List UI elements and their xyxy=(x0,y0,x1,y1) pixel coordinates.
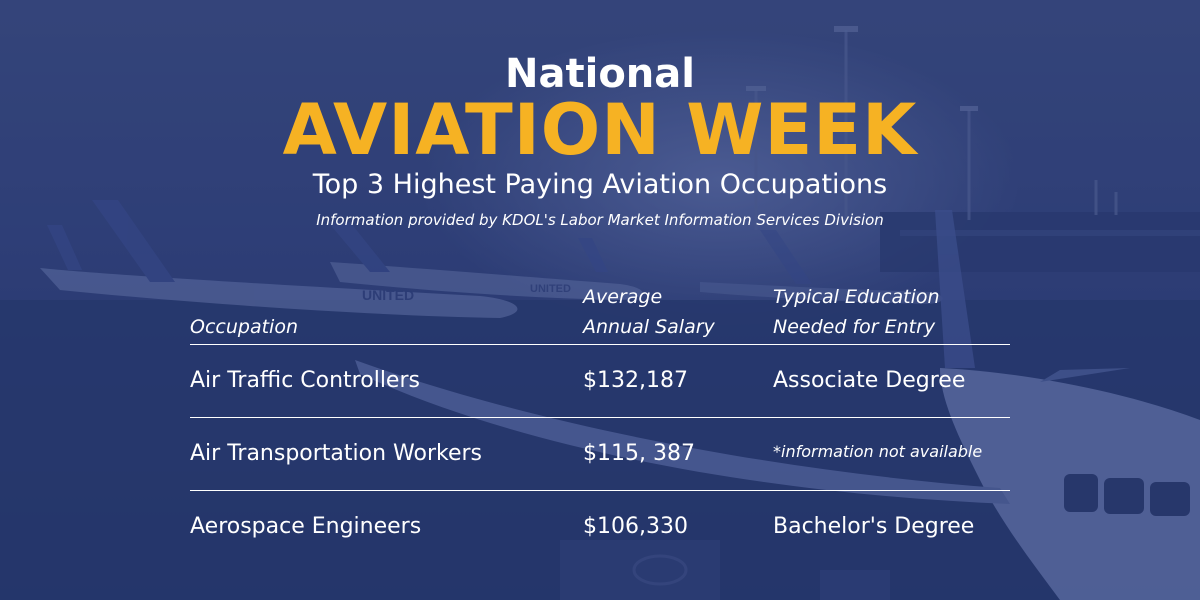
table-row: Air Transportation Workers $115, 387 *in… xyxy=(190,418,1010,491)
airline-livery-text: UNITED xyxy=(362,287,414,303)
airline-livery-text-2: UNITED xyxy=(530,283,571,295)
title-aviation-week: AVIATION WEEK xyxy=(282,89,918,171)
education-cell: *information not available xyxy=(773,442,983,461)
header-salary: Average Annual Salary xyxy=(583,282,715,342)
header-occupation: Occupation xyxy=(190,316,298,338)
airplane-foreground xyxy=(355,210,1200,600)
airplane-2 xyxy=(328,222,643,300)
education-cell: Bachelor's Degree xyxy=(773,514,975,539)
salary-cell: $132,187 xyxy=(583,368,688,393)
title-national: National xyxy=(505,51,695,97)
occupation-cell: Air Transportation Workers xyxy=(190,441,483,466)
source-credit: Information provided by KDOL's Labor Mar… xyxy=(316,211,884,229)
table-header: Occupation Average Annual Salary Typical… xyxy=(190,286,1010,345)
salary-cell: $106,330 xyxy=(583,514,688,539)
education-cell: Associate Degree xyxy=(773,368,966,393)
header-education-line2: Needed for Entry xyxy=(773,316,936,338)
table-row: Air Traffic Controllers $132,187 Associa… xyxy=(190,345,1010,418)
occupation-cell: Air Traffic Controllers xyxy=(190,368,420,393)
table-row: Aerospace Engineers $106,330 Bachelor's … xyxy=(190,491,1010,563)
occupation-cell: Aerospace Engineers xyxy=(190,514,422,539)
salary-cell: $115, 387 xyxy=(583,441,695,466)
header-education-line1: Typical Education xyxy=(773,286,940,308)
header-salary-line2: Annual Salary xyxy=(583,316,715,338)
subtitle: Top 3 Highest Paying Aviation Occupation… xyxy=(312,169,888,200)
header-education: Typical Education Needed for Entry xyxy=(773,282,940,342)
airplane-1 xyxy=(40,200,518,318)
occupations-table: Occupation Average Annual Salary Typical… xyxy=(190,286,1010,563)
header-salary-line1: Average xyxy=(583,286,663,308)
airplane-3 xyxy=(700,230,943,304)
